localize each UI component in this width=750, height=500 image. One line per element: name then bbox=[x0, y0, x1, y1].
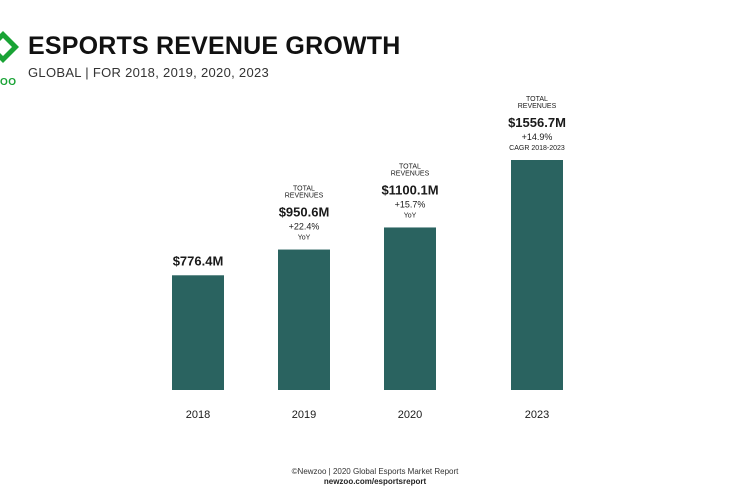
annotation-growth: +15.7% bbox=[395, 199, 426, 209]
value-label: $776.4M bbox=[173, 253, 224, 268]
value-label: $1100.1M bbox=[381, 182, 438, 197]
annotation-total-label: TOTAL bbox=[526, 96, 548, 103]
annotation-total-label: TOTAL bbox=[399, 163, 421, 170]
bar-2020 bbox=[384, 227, 436, 390]
annotation-period: YoY bbox=[298, 235, 311, 242]
bar-2023 bbox=[511, 160, 563, 390]
bar-chart: 2018$776.4M2019TOTALREVENUES$950.6M+22.4… bbox=[172, 96, 566, 421]
annotation-growth: +14.9% bbox=[522, 132, 553, 142]
annotation-growth: +22.4% bbox=[289, 222, 320, 232]
annotation-total-label: REVENUES bbox=[391, 170, 430, 177]
value-label: $1556.7M bbox=[508, 115, 566, 130]
footer-url: newzoo.com/esportsreport bbox=[323, 477, 427, 486]
logo-text: OO bbox=[0, 77, 17, 88]
chart-title: ESPORTS REVENUE GROWTH bbox=[28, 32, 401, 60]
chart-subtitle: GLOBAL | FOR 2018, 2019, 2020, 2023 bbox=[28, 65, 270, 80]
newzoo-logo-icon bbox=[0, 31, 19, 63]
annotation-total-label: REVENUES bbox=[518, 103, 557, 110]
value-label: $950.6M bbox=[279, 205, 330, 220]
x-tick-label: 2020 bbox=[398, 409, 422, 421]
x-tick-label: 2023 bbox=[525, 409, 549, 421]
footer-credit: ©Newzoo | 2020 Global Esports Market Rep… bbox=[291, 467, 459, 476]
annotation-period: CAGR 2018-2023 bbox=[509, 145, 565, 152]
annotation-total-label: REVENUES bbox=[285, 193, 324, 200]
bar-2018 bbox=[172, 275, 224, 390]
x-tick-label: 2018 bbox=[186, 409, 210, 421]
bar-2019 bbox=[278, 249, 330, 390]
annotation-total-label: TOTAL bbox=[293, 186, 315, 193]
annotation-period: YoY bbox=[404, 212, 417, 219]
x-tick-label: 2019 bbox=[292, 409, 316, 421]
